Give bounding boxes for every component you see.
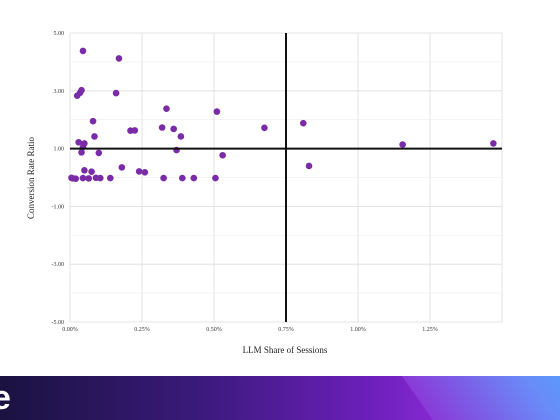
x-tick-label: 1.25% (422, 327, 438, 333)
tick-labels: 0.00% 0.25% 0.50% 0.75% 1.00% 1.25% 5.00 3.00 1.… (52, 31, 438, 333)
x-tick-label: 0.25% (134, 327, 150, 333)
data-point (179, 174, 186, 182)
data-point (81, 166, 88, 174)
data-point (107, 174, 114, 182)
data-point (95, 149, 103, 157)
data-point (399, 141, 406, 148)
y-tick-label: -1.00 (52, 204, 65, 210)
data-point (89, 117, 97, 125)
y-tick-label: 1.00 (54, 147, 65, 153)
data-point (88, 168, 95, 176)
data-point (177, 133, 185, 140)
data-point (190, 174, 198, 182)
scatter-chart: 0.00% 0.25% 0.50% 0.75% 1.00% 1.25% 5.00 3.00 1.… (0, 0, 560, 376)
data-point (299, 119, 307, 127)
data-point (85, 175, 93, 182)
data-point (115, 55, 123, 62)
data-point (118, 164, 126, 171)
data-points (68, 47, 497, 182)
y-axis-title: Conversion Rate Ratio (26, 137, 36, 219)
data-point (72, 175, 80, 182)
data-point (79, 174, 87, 182)
footer-accent-stripe (402, 376, 560, 420)
y-tick-label: 5.00 (54, 31, 65, 37)
data-point (91, 133, 98, 140)
x-tick-label: 0.00% (62, 327, 78, 333)
data-point (79, 47, 87, 55)
data-point (135, 168, 143, 175)
x-tick-label: 0.50% (206, 327, 222, 333)
brand-logo: e (0, 379, 11, 417)
data-point (78, 149, 85, 156)
y-tick-label: -3.00 (52, 262, 65, 268)
data-point (160, 174, 167, 182)
data-point (75, 138, 82, 146)
data-point (219, 151, 226, 159)
data-point (78, 86, 85, 94)
x-tick-label: 1.00% (350, 327, 366, 333)
chart-background (0, 0, 560, 376)
footer-banner: e (0, 376, 560, 420)
y-tick-label: -5.00 (52, 320, 65, 326)
data-point (261, 124, 268, 132)
data-point (141, 168, 149, 176)
data-point (163, 105, 170, 113)
data-point (81, 140, 88, 147)
x-axis-title: LLM Share of Sessions (243, 345, 328, 355)
data-point (305, 162, 313, 170)
reference-lines (70, 33, 502, 322)
x-tick-label: 0.75% (278, 327, 294, 333)
data-point (96, 174, 104, 182)
data-point (490, 140, 497, 147)
data-point (213, 108, 221, 115)
data-point (158, 124, 166, 131)
y-tick-label: 3.00 (54, 89, 65, 95)
data-point (131, 127, 139, 134)
data-point (112, 89, 120, 97)
data-point (212, 174, 219, 182)
data-point (170, 125, 177, 133)
